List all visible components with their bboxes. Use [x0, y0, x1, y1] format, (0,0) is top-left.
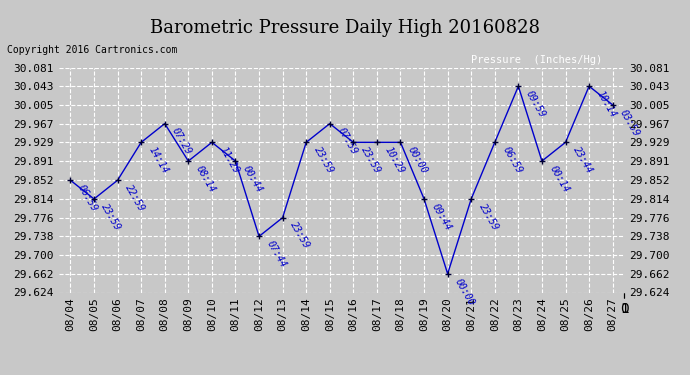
Text: 10:14: 10:14	[595, 89, 618, 119]
Text: 23:59: 23:59	[477, 202, 500, 232]
Text: 07:44: 07:44	[264, 239, 288, 270]
Text: 06:59: 06:59	[76, 183, 99, 213]
Text: 00:00: 00:00	[406, 145, 429, 176]
Text: 11:29: 11:29	[217, 145, 241, 176]
Text: 00:00: 00:00	[453, 277, 477, 307]
Text: 09:59: 09:59	[524, 89, 547, 119]
Text: 23:59: 23:59	[359, 145, 382, 176]
Text: Barometric Pressure Daily High 20160828: Barometric Pressure Daily High 20160828	[150, 19, 540, 37]
Text: 08:14: 08:14	[194, 164, 217, 194]
Text: 23:59: 23:59	[99, 202, 123, 232]
Text: 14:14: 14:14	[147, 145, 170, 176]
Text: 23:59: 23:59	[288, 220, 311, 251]
Text: Pressure  (Inches/Hg): Pressure (Inches/Hg)	[471, 55, 602, 65]
Text: 09:44: 09:44	[430, 202, 453, 232]
Text: 23:44: 23:44	[571, 145, 594, 176]
Text: 00:14: 00:14	[547, 164, 571, 194]
Text: Copyright 2016 Cartronics.com: Copyright 2016 Cartronics.com	[7, 45, 177, 55]
Text: 03:59: 03:59	[618, 108, 642, 138]
Text: 00:44: 00:44	[241, 164, 264, 194]
Text: 06:59: 06:59	[500, 145, 524, 176]
Text: 07:59: 07:59	[335, 126, 359, 157]
Text: 07:29: 07:29	[170, 126, 194, 157]
Text: 10:29: 10:29	[382, 145, 406, 176]
Text: 23:59: 23:59	[312, 145, 335, 176]
Text: 22:59: 22:59	[123, 183, 146, 213]
